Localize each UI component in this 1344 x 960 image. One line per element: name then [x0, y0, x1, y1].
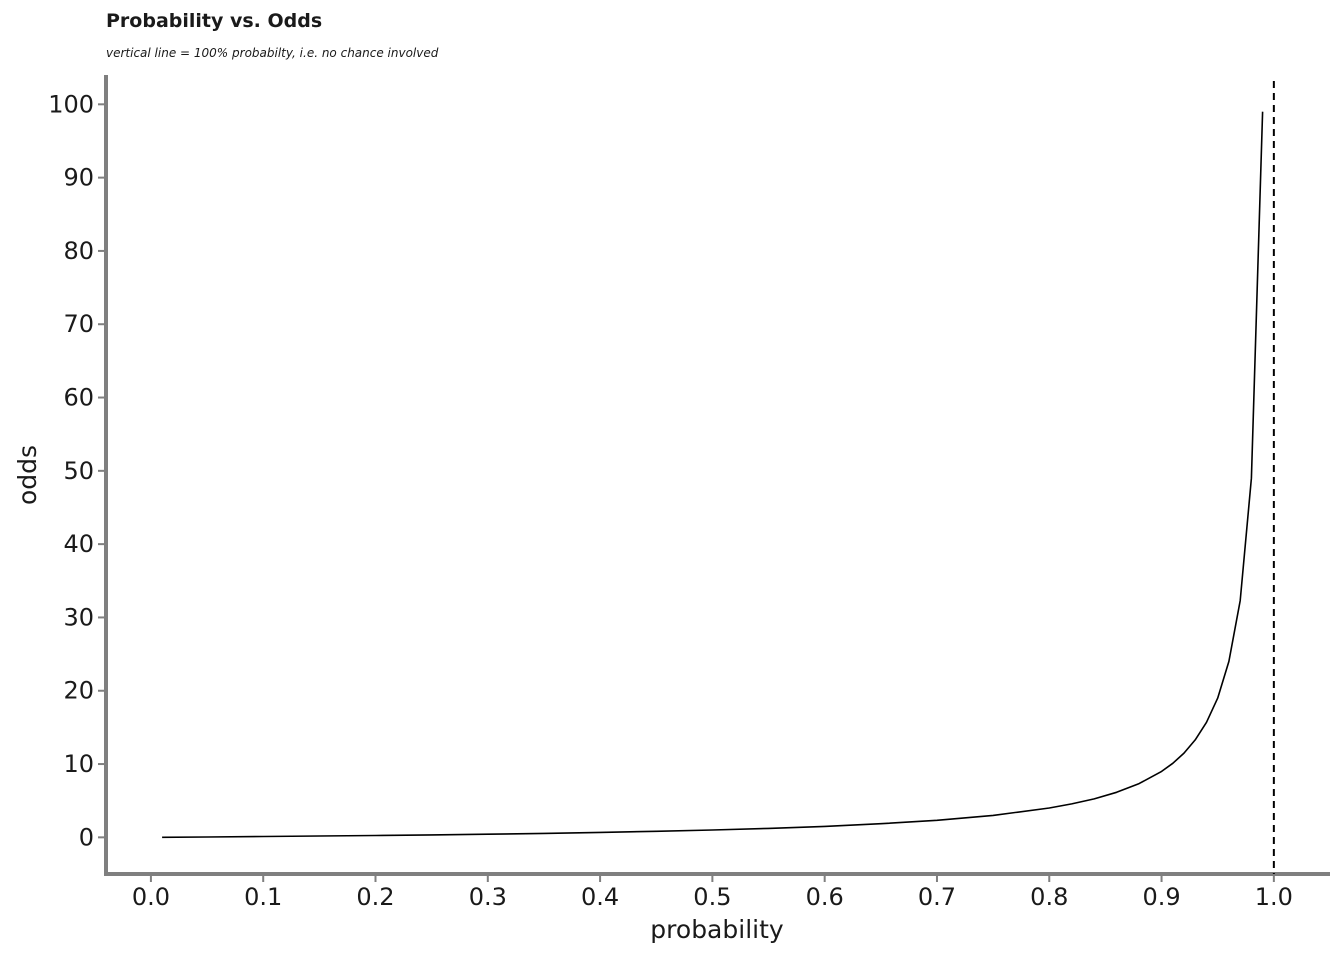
x-tick-label: 0.8: [1030, 883, 1068, 911]
y-tick-label: 80: [63, 237, 94, 265]
y-tick-label: 20: [63, 677, 94, 705]
y-tick-label: 100: [48, 90, 94, 118]
y-tick-label: 0: [79, 823, 94, 851]
x-tick-label: 0.2: [356, 883, 394, 911]
y-tick-label: 10: [63, 750, 94, 778]
x-tick-label: 0.1: [244, 883, 282, 911]
x-tick-label: 1.0: [1255, 883, 1293, 911]
y-tick-label: 60: [63, 384, 94, 412]
tick-labels: 0.0 0.1 0.2 0.3 0.4 0.5 0.6 0.7 0.8 0.9 1.0 0 10 20 30…: [48, 90, 1293, 911]
x-tick-label: 0.6: [806, 883, 844, 911]
x-tick-label: 0.7: [918, 883, 956, 911]
chart-title: Probability vs. Odds: [106, 10, 323, 32]
y-axis-title: odds: [13, 445, 42, 505]
y-tick-label: 70: [63, 310, 94, 338]
x-tick-label: 0.9: [1142, 883, 1180, 911]
x-tick-label: 0.0: [132, 883, 170, 911]
odds-series-line: [162, 111, 1264, 839]
y-tick-label: 30: [63, 603, 94, 631]
y-tick-label: 40: [63, 530, 94, 558]
x-tick-label: 0.5: [693, 883, 731, 911]
chart-subtitle: vertical line = 100% probabilty, i.e. no…: [106, 46, 439, 60]
x-tick-label: 0.4: [581, 883, 619, 911]
y-tick-label: 50: [63, 457, 94, 485]
axes: [98, 75, 1330, 882]
x-tick-label: 0.3: [469, 883, 507, 911]
y-tick-label: 90: [63, 164, 94, 192]
x-axis-title: probability: [650, 915, 784, 944]
plot-area: [162, 81, 1275, 874]
